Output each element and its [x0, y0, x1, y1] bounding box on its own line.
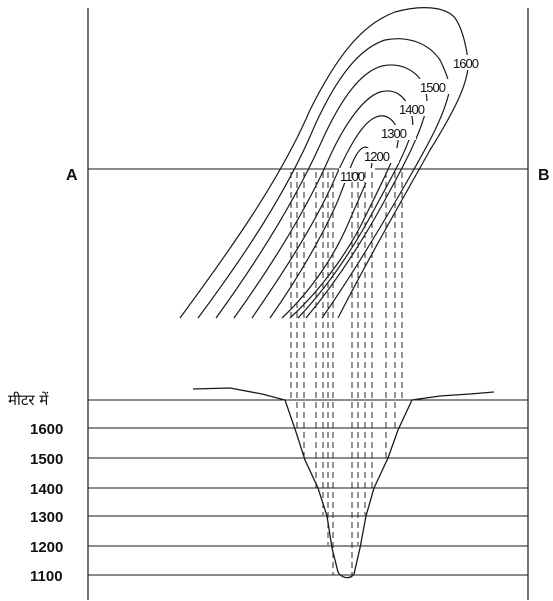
profile-axis-labels: मीटर में 1600 1500 1400 1300 1200 1100 [8, 391, 63, 585]
profile-grid [88, 399, 528, 576]
contour-line-1600 [179, 7, 469, 319]
contour-label-group: 1600 1500 1400 1300 1200 1100 [339, 55, 489, 184]
contour-line-1100-inner-leg [281, 177, 369, 319]
valley-profile-curve [192, 387, 495, 579]
contour-label-1600: 1600 [453, 56, 479, 71]
contour-line-1200-inner-leg [289, 157, 394, 319]
contour-line-1400-inner-leg [305, 109, 427, 319]
profile-tick-1200: 1200 [30, 539, 63, 556]
profile-tick-1500: 1500 [30, 451, 63, 468]
contour-line-1100 [269, 146, 373, 319]
contour-line-1500 [197, 38, 451, 319]
contour-line-1300-inner-leg [297, 133, 412, 319]
section-label-a: A [66, 167, 78, 184]
contour-line-1200 [251, 115, 399, 319]
contour-line-1500-inner-leg [321, 87, 451, 319]
contour-label-1200: 1200 [364, 149, 390, 164]
contour-label-1500: 1500 [420, 80, 446, 95]
contour-label-1400: 1400 [399, 102, 425, 117]
profile-tick-1100: 1100 [30, 568, 63, 585]
contour-line-1400 [215, 64, 428, 319]
section-label-b: B [538, 167, 550, 184]
profile-tick-1400: 1400 [30, 481, 63, 498]
profile-unit-label: मीटर में [8, 391, 49, 409]
contour-label-1100: 1100 [340, 169, 365, 184]
profile-tick-1600: 1600 [30, 421, 63, 438]
contour-label-1300: 1300 [381, 126, 407, 141]
profile-tick-1300: 1300 [30, 509, 63, 526]
contour-lines [179, 7, 469, 319]
projection-lines [290, 172, 403, 575]
